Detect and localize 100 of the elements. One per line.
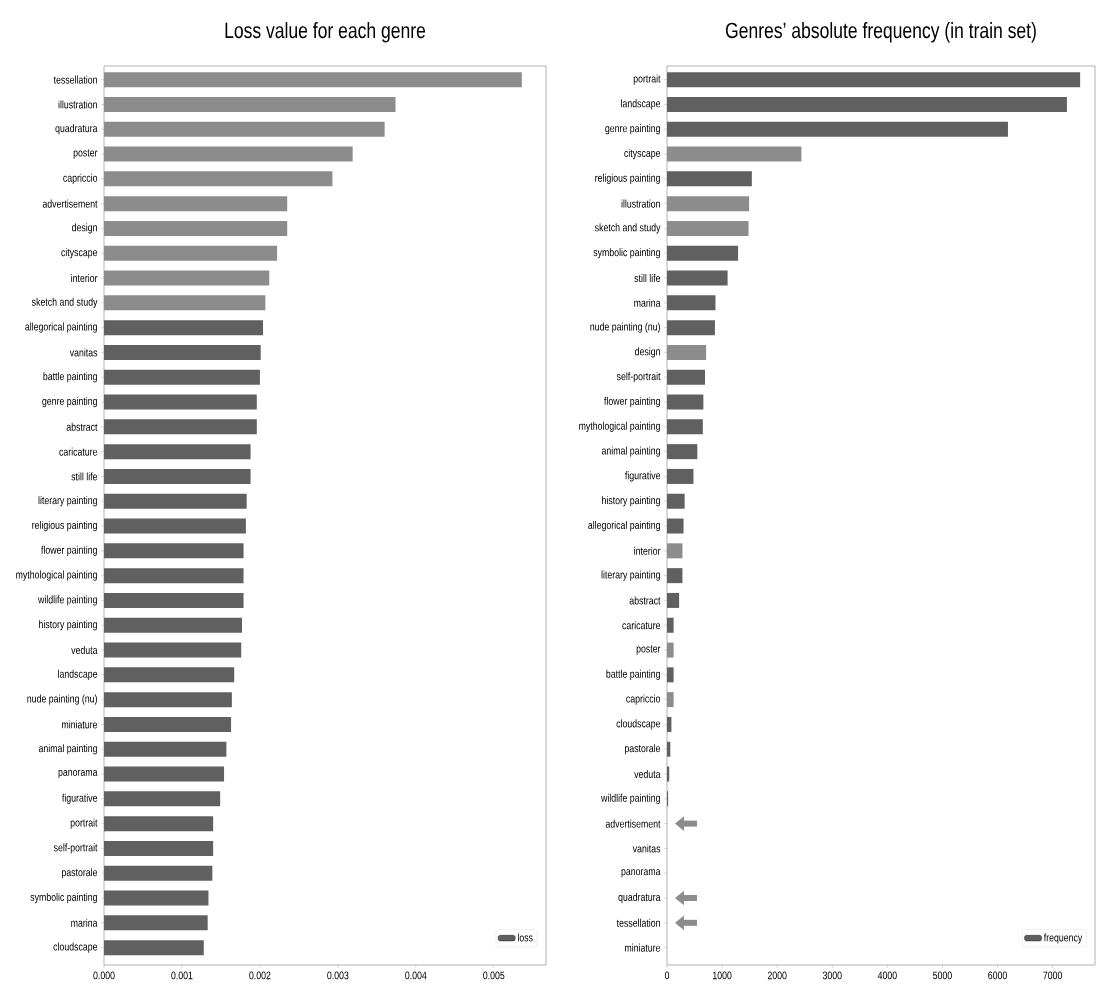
y-tick-label: abstract (66, 422, 98, 431)
y-tick-label: allegorical painting (25, 322, 97, 333)
y-tick-label: poster (636, 645, 661, 655)
bar (667, 369, 706, 385)
bar (104, 568, 244, 584)
bar (667, 642, 674, 658)
bar (667, 295, 716, 311)
y-tick-label: self-portrait (616, 372, 661, 383)
y-tick-label: battle painting (43, 372, 97, 383)
bar (667, 196, 750, 212)
y-tick-label: religious painting (595, 173, 660, 184)
bar (104, 890, 209, 906)
bar (667, 617, 674, 633)
x-tick-label: 5000 (933, 971, 952, 980)
y-tick-label: flower painting (41, 545, 97, 556)
y-tick-label: wildlife painting (38, 595, 97, 606)
bar (667, 444, 698, 460)
x-tick-label: 3000 (822, 971, 842, 980)
bar (104, 369, 260, 385)
bar (667, 96, 1067, 112)
bar (104, 344, 261, 360)
bar (104, 270, 270, 286)
y-tick-label: vanitas (632, 844, 661, 853)
bar (104, 295, 266, 311)
y-tick-label: tessellation (616, 918, 660, 927)
bar (667, 493, 685, 509)
bar (104, 816, 214, 832)
bar (104, 667, 235, 683)
y-tick-label: interior (71, 274, 98, 283)
bar (667, 320, 715, 336)
bar (104, 468, 251, 484)
bar (104, 617, 242, 633)
bar (104, 741, 227, 757)
y-tick-label: vanitas (69, 348, 98, 357)
bar (104, 493, 247, 509)
y-tick-label: figurative (625, 471, 661, 482)
y-tick-label: sketch and study (594, 223, 661, 234)
x-tick-label: 0.003 (327, 971, 349, 980)
bar (104, 444, 251, 460)
bar (667, 741, 671, 757)
bar (104, 766, 225, 782)
y-tick-label: cityscape (624, 148, 661, 160)
bar (104, 245, 278, 261)
y-tick-label: marina (634, 298, 661, 307)
y-tick-label: veduta (71, 646, 98, 655)
y-tick-label: mythological painting (579, 421, 660, 432)
x-tick-label: 4000 (877, 971, 897, 980)
y-tick-label: cloudscape (53, 942, 98, 953)
bar (104, 518, 246, 534)
legend-label: frequency (1043, 933, 1083, 944)
bar (104, 196, 288, 212)
y-tick-label: pastorale (61, 868, 98, 879)
bar (104, 72, 522, 88)
y-tick-label: capriccio (63, 173, 98, 184)
bar (667, 468, 694, 484)
y-tick-label: sketch and study (31, 297, 98, 308)
y-tick-label: advertisement (605, 819, 661, 828)
bar (104, 121, 385, 137)
bar (104, 865, 213, 881)
x-tick-label: 0.004 (405, 971, 427, 980)
bar (667, 245, 739, 261)
bar (667, 419, 703, 435)
y-tick-label: quadratura (618, 892, 661, 904)
bar (104, 692, 232, 708)
y-tick-label: landscape (58, 669, 98, 680)
bar (104, 592, 244, 608)
bar (667, 543, 683, 559)
bar (667, 344, 707, 360)
y-tick-label: history painting (39, 620, 97, 631)
y-tick-label: genre painting (42, 396, 97, 408)
y-tick-label: pastorale (624, 744, 661, 755)
bar (104, 419, 257, 435)
y-tick-label: portrait (70, 818, 98, 829)
y-tick-label: nude painting (nu) (590, 322, 660, 333)
bar (104, 840, 214, 856)
bar (667, 766, 670, 782)
bar (667, 171, 752, 187)
y-tick-label: animal painting (601, 446, 660, 457)
x-tick-label: 0.000 (93, 971, 115, 980)
y-tick-label: literary painting (38, 496, 97, 507)
y-tick-label: wildlife painting (601, 793, 660, 804)
y-tick-label: religious painting (32, 520, 97, 532)
bar (104, 642, 242, 658)
bar (104, 716, 232, 732)
y-tick-label: marina (71, 918, 98, 927)
bar (667, 146, 802, 162)
y-tick-label: battle painting (606, 669, 660, 680)
bar (667, 220, 749, 236)
y-tick-label: flower painting (604, 396, 660, 408)
y-tick-label: figurative (62, 793, 98, 804)
x-tick-label: 2000 (767, 971, 787, 980)
y-tick-label: capriccio (626, 694, 661, 705)
bar (104, 146, 353, 162)
y-tick-label: design (72, 223, 97, 234)
y-tick-label: miniature (625, 943, 661, 952)
bar (104, 394, 257, 410)
y-tick-label: allegorical painting (588, 520, 660, 532)
bar (667, 270, 728, 286)
y-tick-label: still life (634, 274, 661, 283)
y-tick-label: caricature (622, 621, 661, 630)
